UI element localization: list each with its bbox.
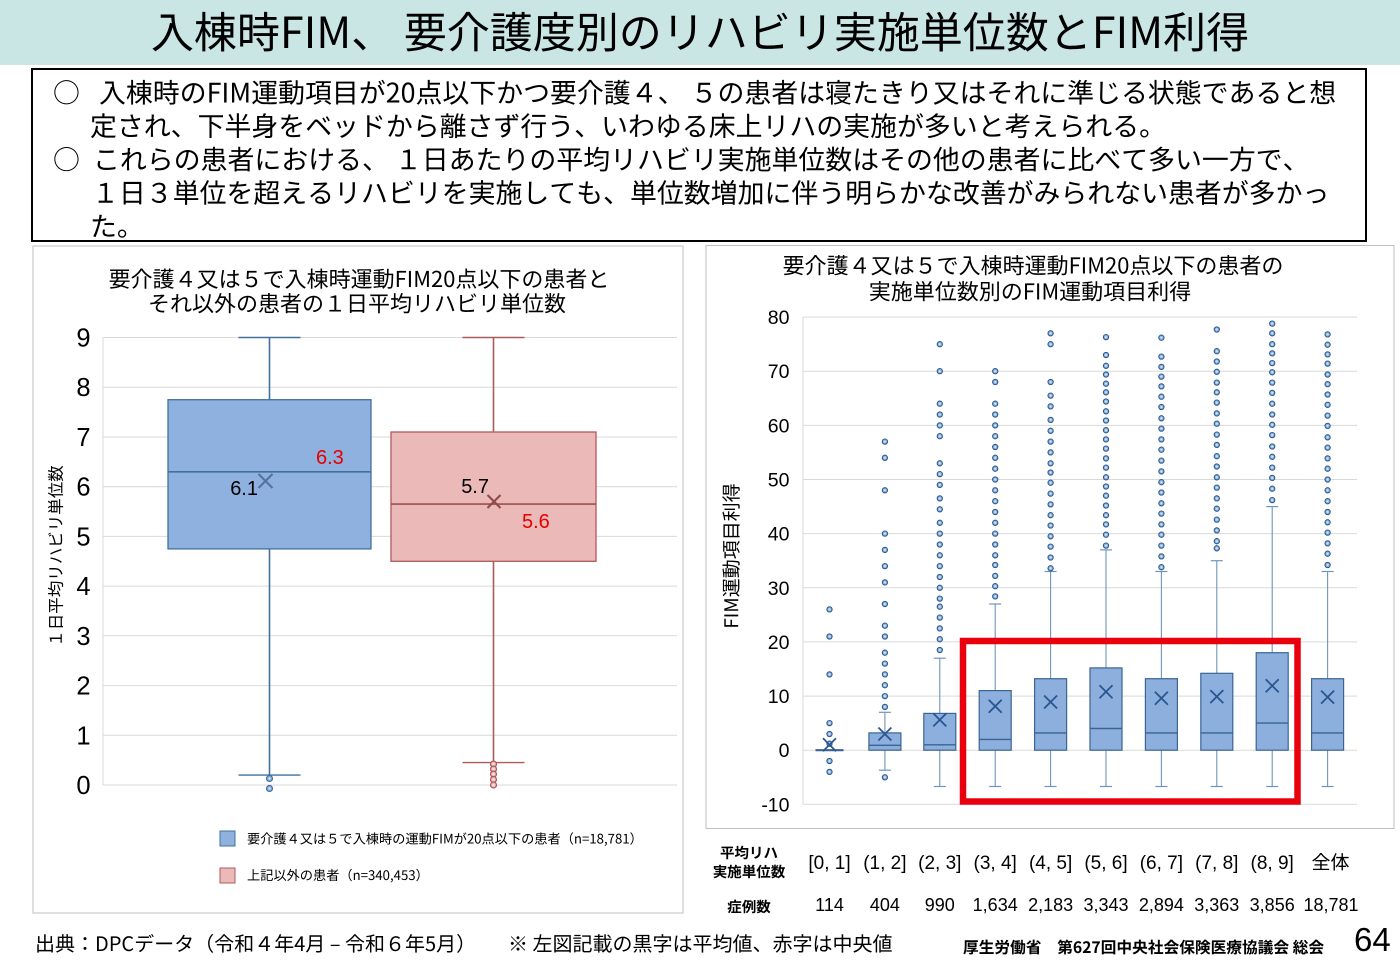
svg-text:0: 0 <box>779 740 790 762</box>
svg-text:(3, 4]: (3, 4] <box>974 853 1017 874</box>
svg-text:30: 30 <box>768 578 790 600</box>
svg-text:990: 990 <box>925 895 955 915</box>
svg-text:3,363: 3,363 <box>1194 895 1239 915</box>
svg-text:5.6: 5.6 <box>522 511 550 533</box>
svg-text:(4, 5]: (4, 5] <box>1029 853 1072 874</box>
svg-text:70: 70 <box>768 361 790 383</box>
svg-text:(2, 3]: (2, 3] <box>918 853 961 874</box>
svg-text:2,894: 2,894 <box>1139 895 1184 915</box>
svg-text:6.3: 6.3 <box>316 447 344 469</box>
svg-text:20: 20 <box>768 632 790 654</box>
svg-text:4: 4 <box>76 573 90 601</box>
svg-text:80: 80 <box>768 307 790 329</box>
svg-text:9: 9 <box>76 325 90 353</box>
svg-text:1,634: 1,634 <box>973 895 1018 915</box>
svg-text:50: 50 <box>768 470 790 492</box>
svg-text:0: 0 <box>76 772 90 800</box>
svg-text:404: 404 <box>870 895 900 915</box>
svg-text:64: 64 <box>1354 921 1391 958</box>
svg-text:5: 5 <box>76 523 90 551</box>
svg-text:3: 3 <box>76 623 90 651</box>
svg-text:(8, 9]: (8, 9] <box>1251 853 1294 874</box>
svg-text:114: 114 <box>815 895 844 915</box>
svg-text:3,343: 3,343 <box>1083 895 1128 915</box>
svg-text:7: 7 <box>76 424 90 452</box>
svg-text:1: 1 <box>76 722 90 750</box>
svg-text:6: 6 <box>76 474 90 502</box>
svg-text:60: 60 <box>768 415 790 437</box>
svg-text:40: 40 <box>768 524 790 546</box>
svg-text:[0, 1]: [0, 1] <box>808 853 850 874</box>
svg-text:(1, 2]: (1, 2] <box>863 853 906 874</box>
svg-text:(7, 8]: (7, 8] <box>1195 853 1238 874</box>
svg-text:3,856: 3,856 <box>1250 895 1295 915</box>
svg-text:-10: -10 <box>761 794 789 816</box>
svg-text:(5, 6]: (5, 6] <box>1084 853 1127 874</box>
svg-text:2,183: 2,183 <box>1028 895 1073 915</box>
svg-text:6.1: 6.1 <box>230 478 258 500</box>
svg-text:10: 10 <box>768 686 790 708</box>
svg-text:8: 8 <box>76 374 90 402</box>
svg-text:(6, 7]: (6, 7] <box>1140 853 1183 874</box>
svg-text:2: 2 <box>76 673 90 701</box>
svg-text:5.7: 5.7 <box>461 476 489 498</box>
svg-text:18,781: 18,781 <box>1303 895 1358 915</box>
